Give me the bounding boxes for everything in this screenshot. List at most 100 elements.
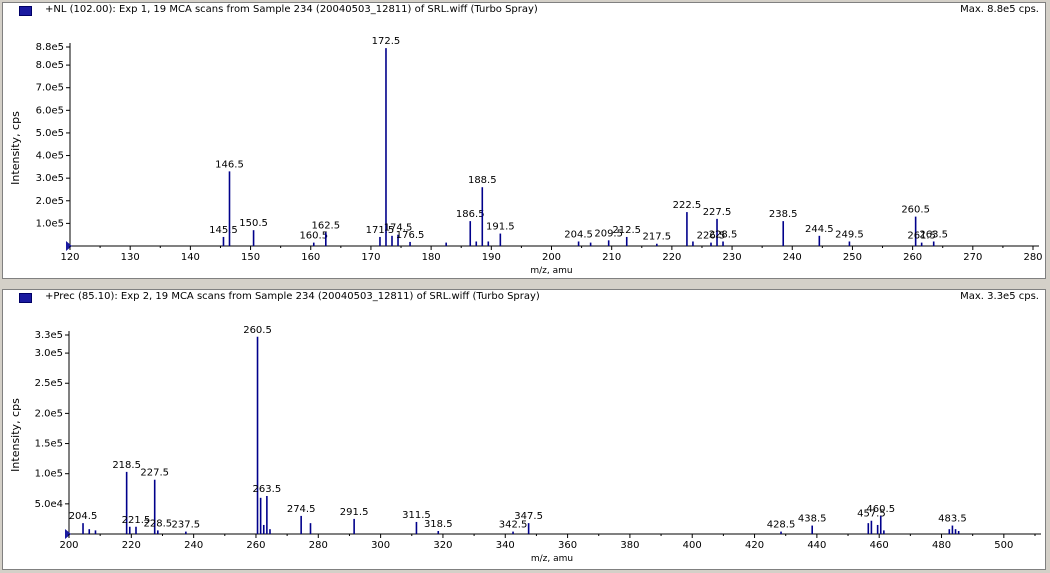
x-tick-label: 320 [433,540,452,551]
x-tick-label: 420 [745,540,764,551]
x-tick-label: 200 [59,540,78,551]
peak-label: 209.5 [594,228,623,239]
peak-label: 188.5 [468,175,497,186]
peak-label: 146.5 [215,159,244,170]
peak-label: 171.5 [366,225,395,236]
peak-label: 261.5 [907,231,936,242]
spectrum-panel-2: +Prec (85.10): Exp 2, 19 MCA scans from … [2,289,1046,570]
y-tick-label: 3.0e5 [35,348,63,359]
peak-label: 260.5 [901,205,930,216]
peak-label: 260.5 [243,325,272,336]
spectrum-chart-2[interactable]: 3.3e5 3.0e5 2.5e5 2.0e5 1.5e5 1.0e5 5.0e4 200 22… [3,290,1045,569]
peak-label: 218.5 [112,460,141,471]
peak-label: 263.5 [253,484,282,495]
peak-label: 347.5 [514,511,543,522]
x-tick-label: 360 [558,540,577,551]
max-intensity-label: Max. 8.8e5 cps. [960,4,1039,15]
peak-label: 237.5 [172,520,201,531]
panel-title: +Prec (85.10): Exp 2, 19 MCA scans from … [45,291,540,302]
y-tick-label: 8.8e5 [36,42,64,53]
x-tick-label: 440 [807,540,826,551]
x-tick-label: 260 [246,540,265,551]
x-tick-label: 210 [602,252,621,263]
peak-label: 222.5 [673,200,702,211]
y-tick-label: 1.5e5 [35,439,63,450]
peak-label: 162.5 [311,220,340,231]
y-tick-label: 3.0e5 [36,173,64,184]
peak-label: 145.5 [209,225,238,236]
peak-label: 342.5 [499,520,528,531]
y-tick-label: 7.0e5 [36,83,64,94]
x-tick-label: 480 [932,540,951,551]
spectrum-chart-1[interactable]: 8.8e5 8.0e5 7.0e5 6.0e5 5.0e5 4.0e5 3.0e5 2.0e5… [3,3,1045,278]
peak-label: 150.5 [239,218,268,229]
peak-label: 244.5 [805,224,834,235]
x-tick-label: 130 [121,252,140,263]
x-tick-label: 140 [181,252,200,263]
x-tick-label: 120 [60,252,79,263]
x-tick-label: 270 [963,252,982,263]
y-axis-label: Intensity, cps [9,111,22,185]
y-tick-label: 2.0e5 [36,196,64,207]
y-tick-label: 1.0e5 [35,469,63,480]
x-tick-label: 200 [542,252,561,263]
peak-label: 221.5 [122,515,151,526]
max-intensity-label: Max. 3.3e5 cps. [960,291,1039,302]
x-tick-label: 160 [301,252,320,263]
peak-label: 176.5 [396,230,425,241]
peak-label: 226.5 [697,231,726,242]
peak-label: 228.5 [143,518,172,529]
peak-label: 291.5 [340,507,369,518]
peak-label: 438.5 [798,514,827,525]
x-tick-label: 230 [723,252,742,263]
x-tick-label: 340 [496,540,515,551]
x-tick-label: 500 [994,540,1013,551]
experiment-marker-icon[interactable] [19,293,32,303]
x-tick-label: 240 [783,252,802,263]
y-tick-label: 3.3e5 [35,330,63,341]
peak-label: 228.5 [709,229,738,240]
x-axis-label: m/z, amu [531,554,573,564]
x-tick-label: 170 [361,252,380,263]
y-tick-label: 8.0e5 [36,60,64,71]
experiment-marker-icon[interactable] [19,6,32,16]
spectrum-panel-1: +NL (102.00): Exp 1, 19 MCA scans from S… [2,2,1046,279]
x-tick-label: 280 [309,540,328,551]
peak-label: 212.5 [612,225,641,236]
x-tick-label: 400 [683,540,702,551]
panel-header: +NL (102.00): Exp 1, 19 MCA scans from S… [3,3,1045,21]
panel-header: +Prec (85.10): Exp 2, 19 MCA scans from … [3,290,1045,308]
x-tick-label: 260 [903,252,922,263]
peak-label: 204.5 [69,511,98,522]
x-tick-label: 380 [620,540,639,551]
peak-label: 311.5 [402,510,431,521]
peak-label: 204.5 [564,229,593,240]
y-tick-label: 4.0e5 [36,151,64,162]
peak-label: 227.5 [140,468,169,479]
y-tick-label: 2.0e5 [35,408,63,419]
y-axis-label: Intensity, cps [9,398,22,472]
peak-label: 263.5 [919,229,948,240]
peak-label: 428.5 [767,520,796,531]
peak-label: 174.5 [384,223,413,234]
peak-label: 217.5 [643,232,672,243]
peak-label: 191.5 [486,222,515,233]
y-tick-label: 5.0e4 [35,499,63,510]
x-tick-label: 220 [662,252,681,263]
peak-label: 186.5 [456,209,485,220]
peak-label: 249.5 [835,229,864,240]
peak-label: 457.5 [857,509,886,520]
peak-label: 460.5 [866,504,895,515]
y-tick-label: 1.0e5 [36,218,64,229]
x-tick-label: 460 [870,540,889,551]
x-tick-label: 240 [184,540,203,551]
peak-label: 318.5 [424,519,453,530]
x-tick-label: 220 [122,540,141,551]
x-tick-label: 280 [1023,252,1042,263]
x-tick-label: 180 [422,252,441,263]
peak-label: 238.5 [769,209,798,220]
x-tick-label: 250 [843,252,862,263]
origin-marker-icon [65,529,71,539]
panel-title: +NL (102.00): Exp 1, 19 MCA scans from S… [45,4,538,15]
peak-label: 227.5 [703,207,732,218]
